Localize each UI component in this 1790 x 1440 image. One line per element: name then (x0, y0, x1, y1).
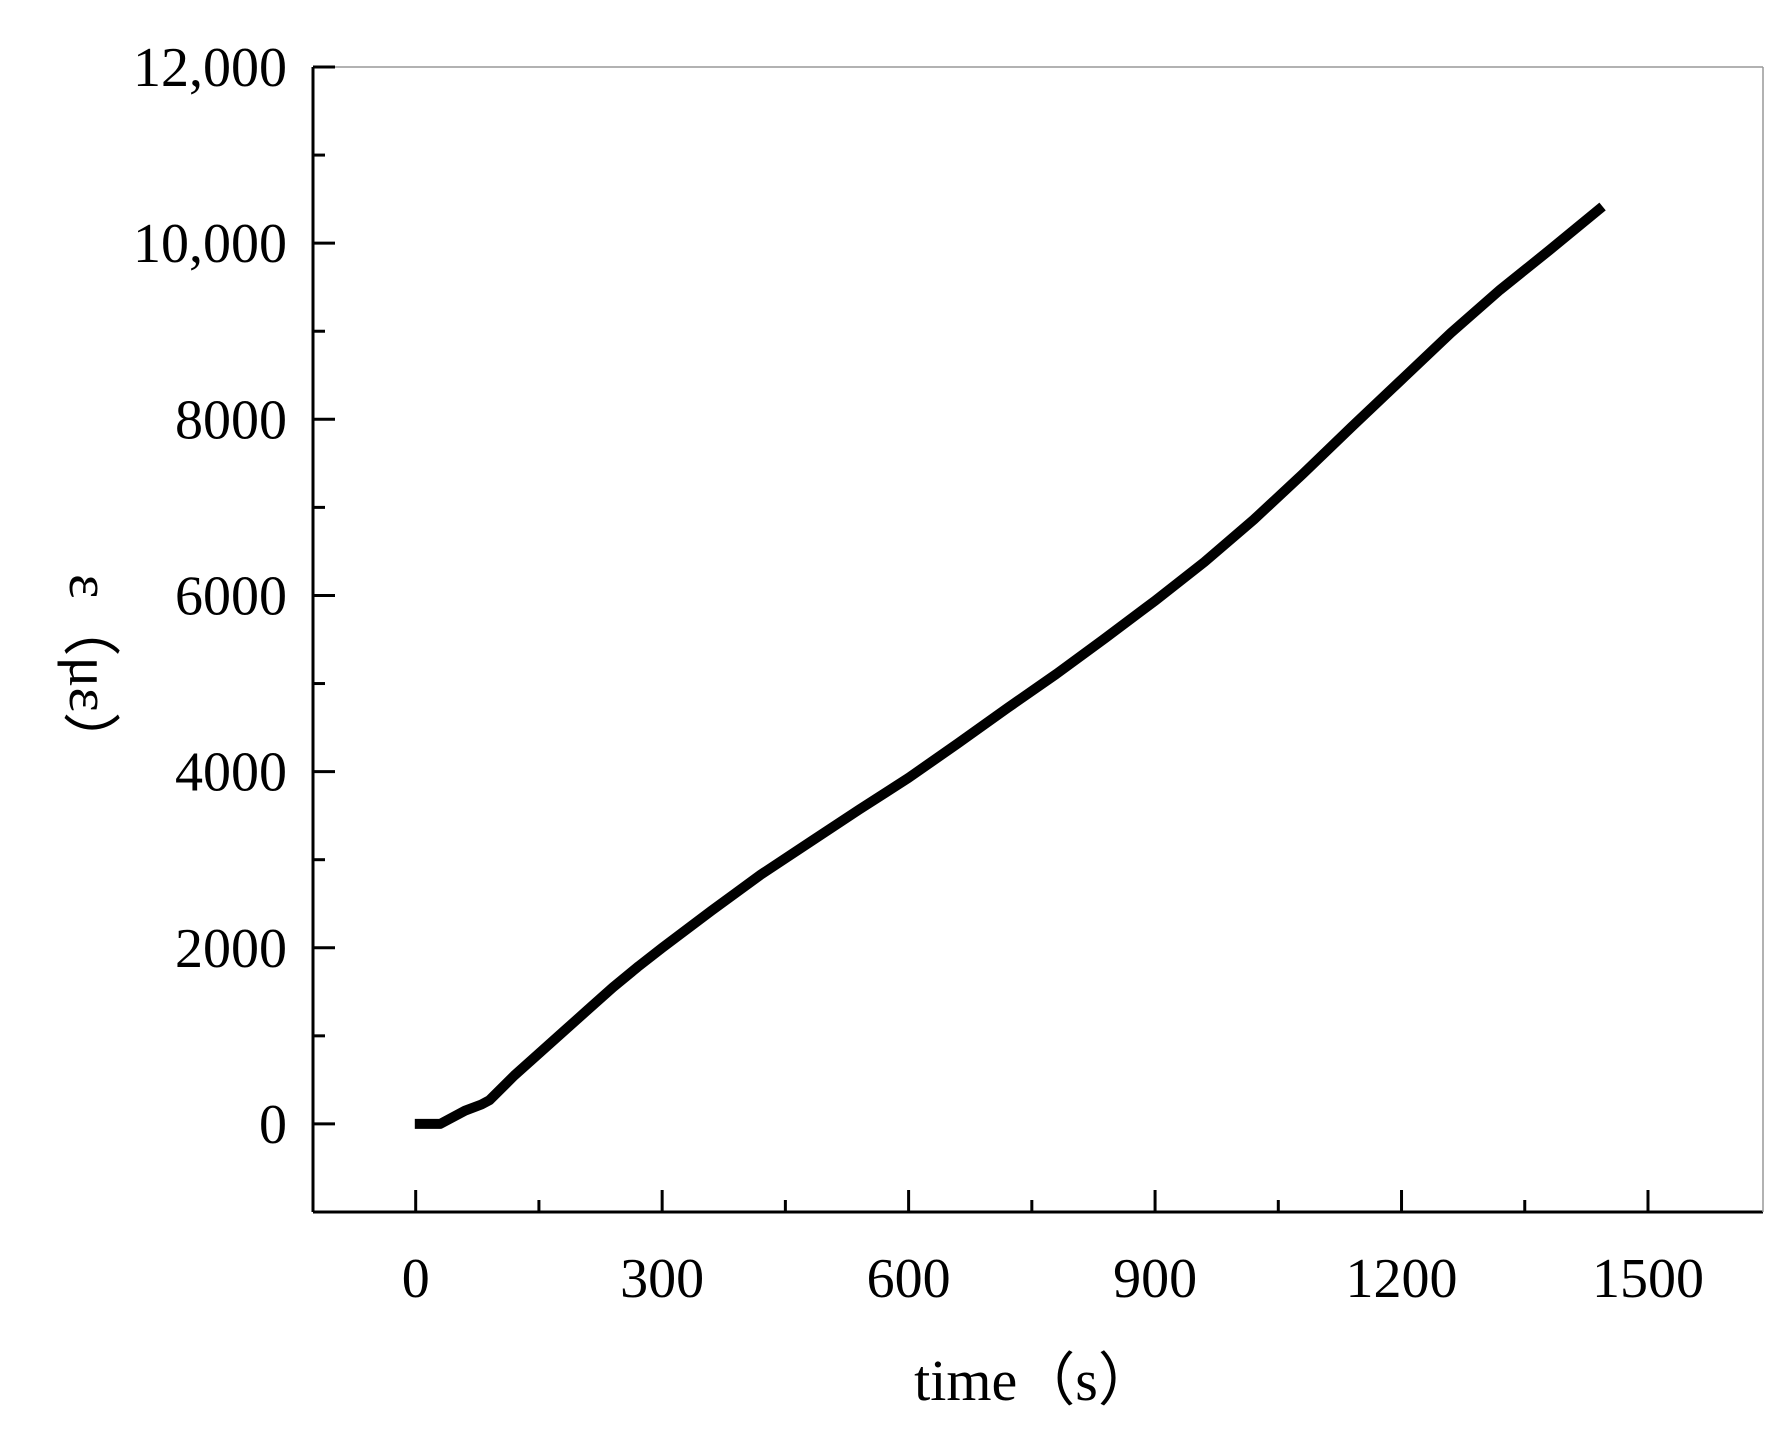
x-tick-label: 300 (620, 1248, 704, 1310)
series-layer (414, 202, 1606, 1129)
y-tick-label: 6000 (175, 565, 287, 627)
y-axis-label: ε（με） (57, 574, 122, 770)
x-tick-label: 600 (867, 1248, 951, 1310)
axes (311, 66, 1764, 1214)
x-axis-label: time（s） (914, 1348, 1156, 1413)
tick-labels: 0 300 600 900 1200 1500 0 2000 4000 6000 8000 10,00… (133, 37, 1704, 1310)
y-tick-label: 8000 (175, 389, 287, 451)
tick-marks (313, 65, 1650, 1212)
x-tick-label: 1500 (1592, 1248, 1704, 1310)
x-tick-label: 900 (1113, 1248, 1197, 1310)
y-tick-label: 4000 (175, 742, 287, 804)
y-tick-label: 10,000 (133, 213, 287, 275)
y-tick-label: 0 (259, 1094, 287, 1156)
y-tick-label: 12,000 (133, 37, 287, 99)
series-line (414, 202, 1606, 1129)
x-tick-label: 0 (402, 1248, 430, 1310)
y-tick-label: 2000 (175, 918, 287, 980)
x-tick-label: 1200 (1346, 1248, 1458, 1310)
